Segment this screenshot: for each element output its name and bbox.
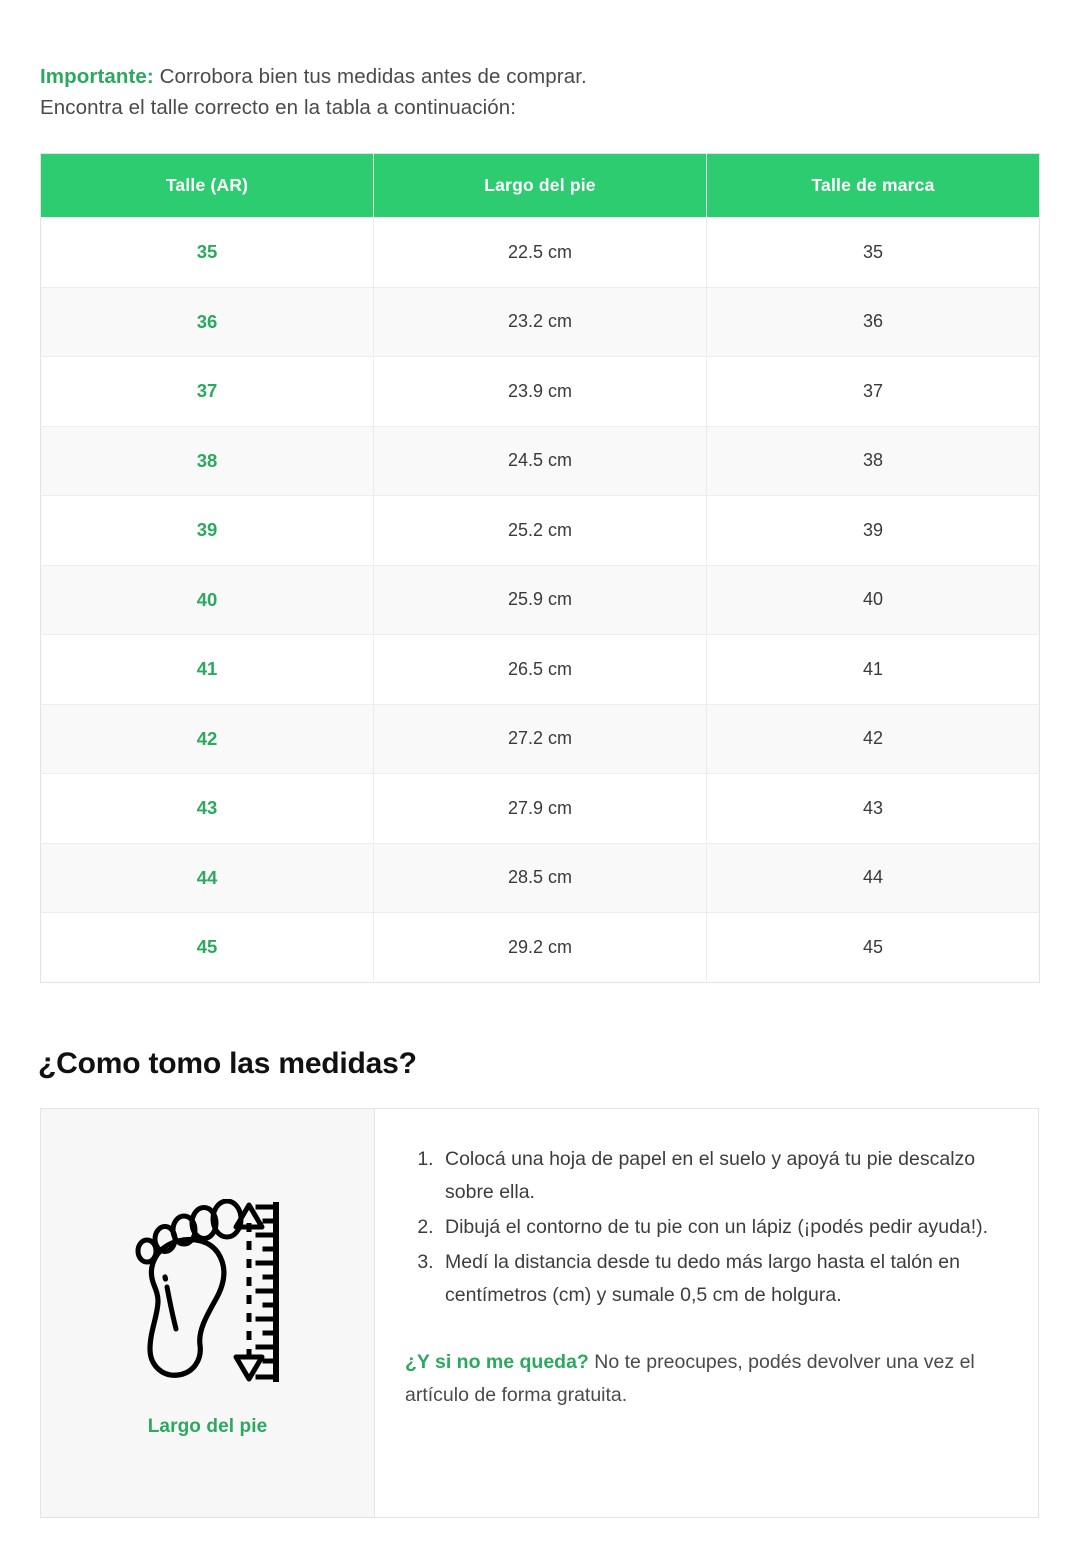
intro-line-1: Corrobora bien tus medidas antes de comp… (153, 64, 587, 88)
table-row: 38 24.5 cm 38 (40, 425, 1040, 496)
figure-caption: Largo del pie (147, 1415, 268, 1437)
cell-talle-ar: 35 (40, 217, 374, 287)
table-row: 43 27.9 cm 43 (40, 773, 1040, 843)
steps-list: Colocá una hoja de papel en el suelo y a… (395, 1143, 1008, 1312)
cell-largo: 28.5 cm (373, 842, 707, 913)
cell-talle-ar: 41 (40, 634, 374, 704)
cell-largo: 29.2 cm (373, 912, 707, 982)
cell-largo: 24.5 cm (373, 425, 707, 496)
table-row: 36 23.2 cm 36 (40, 286, 1040, 357)
measure-figure-panel: Largo del pie (41, 1109, 375, 1517)
cell-talle-ar: 44 (40, 842, 374, 913)
intro-line-2: Encontra el talle correcto en la tabla a… (40, 95, 517, 119)
cell-talle-marca: 36 (706, 286, 1040, 357)
table-row: 39 25.2 cm 39 (40, 495, 1040, 565)
cell-largo: 22.5 cm (373, 217, 707, 287)
column-header-largo-pie: Largo del pie (373, 153, 707, 218)
return-policy-lead: ¿Y si no me queda? (405, 1351, 589, 1373)
list-item: Colocá una hoja de papel en el suelo y a… (439, 1143, 1008, 1209)
table-header-row: Talle (AR) Largo del pie Talle de marca (40, 153, 1040, 218)
cell-talle-ar: 43 (40, 773, 374, 843)
cell-talle-marca: 44 (706, 842, 1040, 913)
cell-talle-ar: 39 (40, 495, 374, 565)
return-policy-note: ¿Y si no me queda? No te preocupes, podé… (395, 1346, 975, 1412)
cell-talle-marca: 37 (706, 356, 1040, 426)
cell-talle-ar: 36 (40, 286, 374, 357)
table-row: 41 26.5 cm 41 (40, 634, 1040, 704)
cell-talle-ar: 45 (40, 912, 374, 982)
column-header-talle-ar: Talle (AR) (40, 153, 374, 218)
cell-talle-marca: 41 (706, 634, 1040, 704)
list-item: Dibujá el contorno de tu pie con un lápi… (439, 1211, 1008, 1244)
cell-talle-marca: 35 (706, 217, 1040, 287)
cell-talle-ar: 37 (40, 356, 374, 426)
cell-largo: 27.9 cm (373, 773, 707, 843)
cell-largo: 26.5 cm (373, 634, 707, 704)
table-row: 44 28.5 cm 44 (40, 842, 1040, 913)
intro-lead: Importante: (40, 64, 154, 88)
list-item: Medí la distancia desde tu dedo más larg… (439, 1246, 1008, 1312)
cell-talle-marca: 39 (706, 495, 1040, 565)
size-chart-table: Talle (AR) Largo del pie Talle de marca … (40, 153, 1040, 983)
table-row: 35 22.5 cm 35 (40, 217, 1040, 287)
cell-largo: 27.2 cm (373, 703, 707, 774)
section-title: ¿Como tomo las medidas? (38, 1046, 417, 1080)
cell-largo: 25.9 cm (373, 564, 707, 635)
cell-largo: 23.2 cm (373, 286, 707, 357)
foot-length-ruler-icon (132, 1198, 284, 1390)
cell-talle-marca: 45 (706, 912, 1040, 982)
cell-largo: 23.9 cm (373, 356, 707, 426)
measure-steps-panel: Colocá una hoja de papel en el suelo y a… (375, 1109, 1038, 1517)
column-header-talle-marca: Talle de marca (706, 153, 1040, 218)
cell-largo: 25.2 cm (373, 495, 707, 565)
cell-talle-marca: 38 (706, 425, 1040, 496)
table-row: 40 25.9 cm 40 (40, 564, 1040, 635)
cell-talle-marca: 42 (706, 703, 1040, 774)
cell-talle-marca: 43 (706, 773, 1040, 843)
cell-talle-ar: 40 (40, 564, 374, 635)
table-row: 37 23.9 cm 37 (40, 356, 1040, 426)
table-row: 42 27.2 cm 42 (40, 703, 1040, 774)
cell-talle-ar: 42 (40, 703, 374, 774)
table-row: 45 29.2 cm 45 (40, 912, 1040, 982)
measure-instructions-box: Largo del pie Colocá una hoja de papel e… (40, 1108, 1039, 1518)
return-policy-text: No te preocupes, podés devolver una vez … (405, 1351, 975, 1406)
cell-talle-ar: 38 (40, 425, 374, 496)
cell-talle-marca: 40 (706, 564, 1040, 635)
intro-text: Importante: Corrobora bien tus medidas a… (40, 61, 1040, 123)
